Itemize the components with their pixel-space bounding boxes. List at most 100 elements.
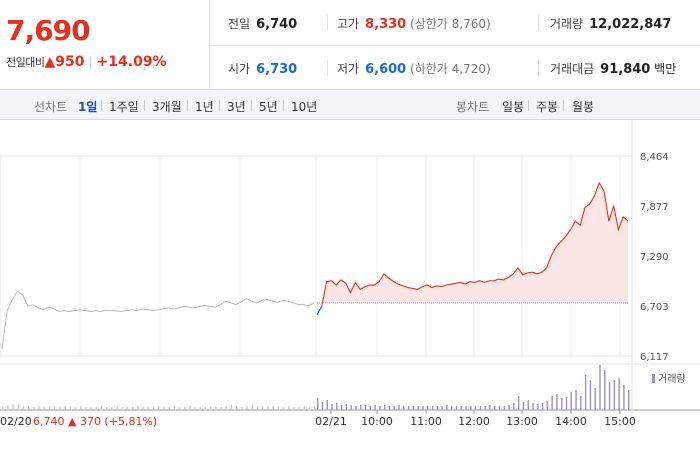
volume: 거래량 12,022,847 <box>550 17 672 32</box>
today-area-fill <box>321 182 628 307</box>
volume-bar <box>489 405 491 410</box>
volume-bar <box>556 394 558 410</box>
price-chart: 8,464 7,877 7,290 6,703 6,117 거래량 02/21 10:00 11… <box>0 120 700 450</box>
volume-bar <box>38 406 40 410</box>
volume-bar <box>272 406 274 410</box>
volume-bar <box>383 405 386 410</box>
volume-bar <box>479 406 482 410</box>
volume-bar <box>321 402 324 410</box>
volume-bar <box>350 405 352 410</box>
volume-bar <box>256 406 259 410</box>
volume-bar <box>43 407 45 410</box>
volume-bar <box>364 405 367 410</box>
volume-bar <box>618 378 620 410</box>
volume-bar <box>12 404 14 410</box>
volume-bar <box>314 406 316 410</box>
volume-bar <box>7 405 9 410</box>
volume-bar <box>537 404 539 410</box>
volume-bar <box>484 406 486 410</box>
volume-legend-swatch <box>652 374 655 383</box>
period-10year[interactable]: 10년 <box>291 100 318 114</box>
open-price: 시가 6,730 <box>228 62 298 77</box>
volume-bar <box>374 405 376 410</box>
volume-bar <box>608 382 611 410</box>
high-price: 고가 8,330 (상한가 8,760) <box>337 17 491 32</box>
volume-bar <box>436 406 439 410</box>
candle-weekly[interactable]: 주봉 <box>536 100 559 114</box>
volume-bar <box>111 407 113 410</box>
volume-bar <box>340 405 343 410</box>
prev-close: 전일 6,740 <box>228 17 298 32</box>
up-arrow-icon: ▲ <box>44 54 56 70</box>
x-tick-label: 11:00 <box>410 415 442 428</box>
volume-bar <box>236 406 238 410</box>
volume-bar <box>90 407 92 410</box>
volume-bar <box>393 406 395 410</box>
volume-bar <box>494 406 496 410</box>
period-5year[interactable]: 5년 <box>259 100 278 114</box>
volume-bar <box>628 390 630 410</box>
volume-bar <box>163 407 165 410</box>
y-tick-label: 6,703 <box>640 302 669 313</box>
volume-bar <box>345 404 348 410</box>
volume-bar <box>204 407 207 410</box>
volume-bar <box>422 406 424 410</box>
candle-monthly[interactable]: 월봉 <box>572 100 595 114</box>
volume-bar <box>267 406 269 410</box>
line-chart-label: 선차트 <box>34 100 68 114</box>
volume-bar <box>546 401 549 410</box>
volume-bar <box>184 407 186 410</box>
change-label: 전일대비 <box>6 56 45 69</box>
period-1day[interactable]: 1일 <box>78 100 98 114</box>
volume-bar <box>194 407 196 410</box>
volume-bar <box>59 407 61 410</box>
volume-bar <box>100 406 103 410</box>
candle-daily[interactable]: 일봉 <box>502 100 525 114</box>
today-open-segment <box>316 306 323 316</box>
volume-bar <box>532 403 534 410</box>
volume-bar <box>64 406 66 410</box>
change-percent: +14.09% <box>96 54 167 70</box>
volume-bar <box>210 406 212 410</box>
volume-bar <box>527 400 529 410</box>
period-1year[interactable]: 1년 <box>195 100 214 114</box>
volume-bar <box>450 406 453 410</box>
price-chart-svg: 8,464 7,877 7,290 6,703 6,117 거래량 02/21 10:00 11… <box>0 120 700 430</box>
volume-bar <box>331 404 333 410</box>
volume-bar <box>388 406 391 410</box>
current-price: 7,690 <box>6 14 91 47</box>
volume-bar <box>28 406 30 410</box>
volume-bar <box>407 406 410 410</box>
volume-bar <box>293 407 295 410</box>
trade-amount: 거래대금 91,840 백만 <box>550 62 677 77</box>
volume-bar <box>152 407 155 410</box>
volume-bar <box>513 403 515 410</box>
volume-bar <box>604 370 606 410</box>
volume-bar <box>298 407 300 410</box>
period-1week[interactable]: 1주일 <box>109 100 139 114</box>
prev-day-summary: 6,740 ▲ 370 (+5,81%) <box>33 415 157 428</box>
volume-bar <box>403 406 405 410</box>
y-tick-label: 8,464 <box>640 152 669 163</box>
x-tick-label: 13:00 <box>506 415 538 428</box>
volume-bar <box>460 406 462 410</box>
volume-bar <box>336 403 338 410</box>
volume-bar <box>132 407 134 410</box>
volume-bar <box>465 406 467 410</box>
volume-bar <box>189 406 191 410</box>
period-3year[interactable]: 3년 <box>227 100 246 114</box>
candle-chart-label: 봉차트 <box>456 100 490 114</box>
volume-bar <box>178 407 181 410</box>
volume-bar <box>360 405 362 410</box>
volume-bar <box>522 402 525 410</box>
volume-bar <box>326 400 328 410</box>
prev-day-line <box>1 290 315 349</box>
period-3month[interactable]: 3개월 <box>152 100 182 114</box>
volume-bar <box>121 407 123 410</box>
volume-bar <box>246 406 248 410</box>
volume-bar <box>22 406 25 410</box>
x-tick-label: 12:00 <box>458 415 490 428</box>
volume-bar <box>517 396 520 410</box>
volume-bar <box>54 407 56 410</box>
volume-bar <box>594 388 596 410</box>
